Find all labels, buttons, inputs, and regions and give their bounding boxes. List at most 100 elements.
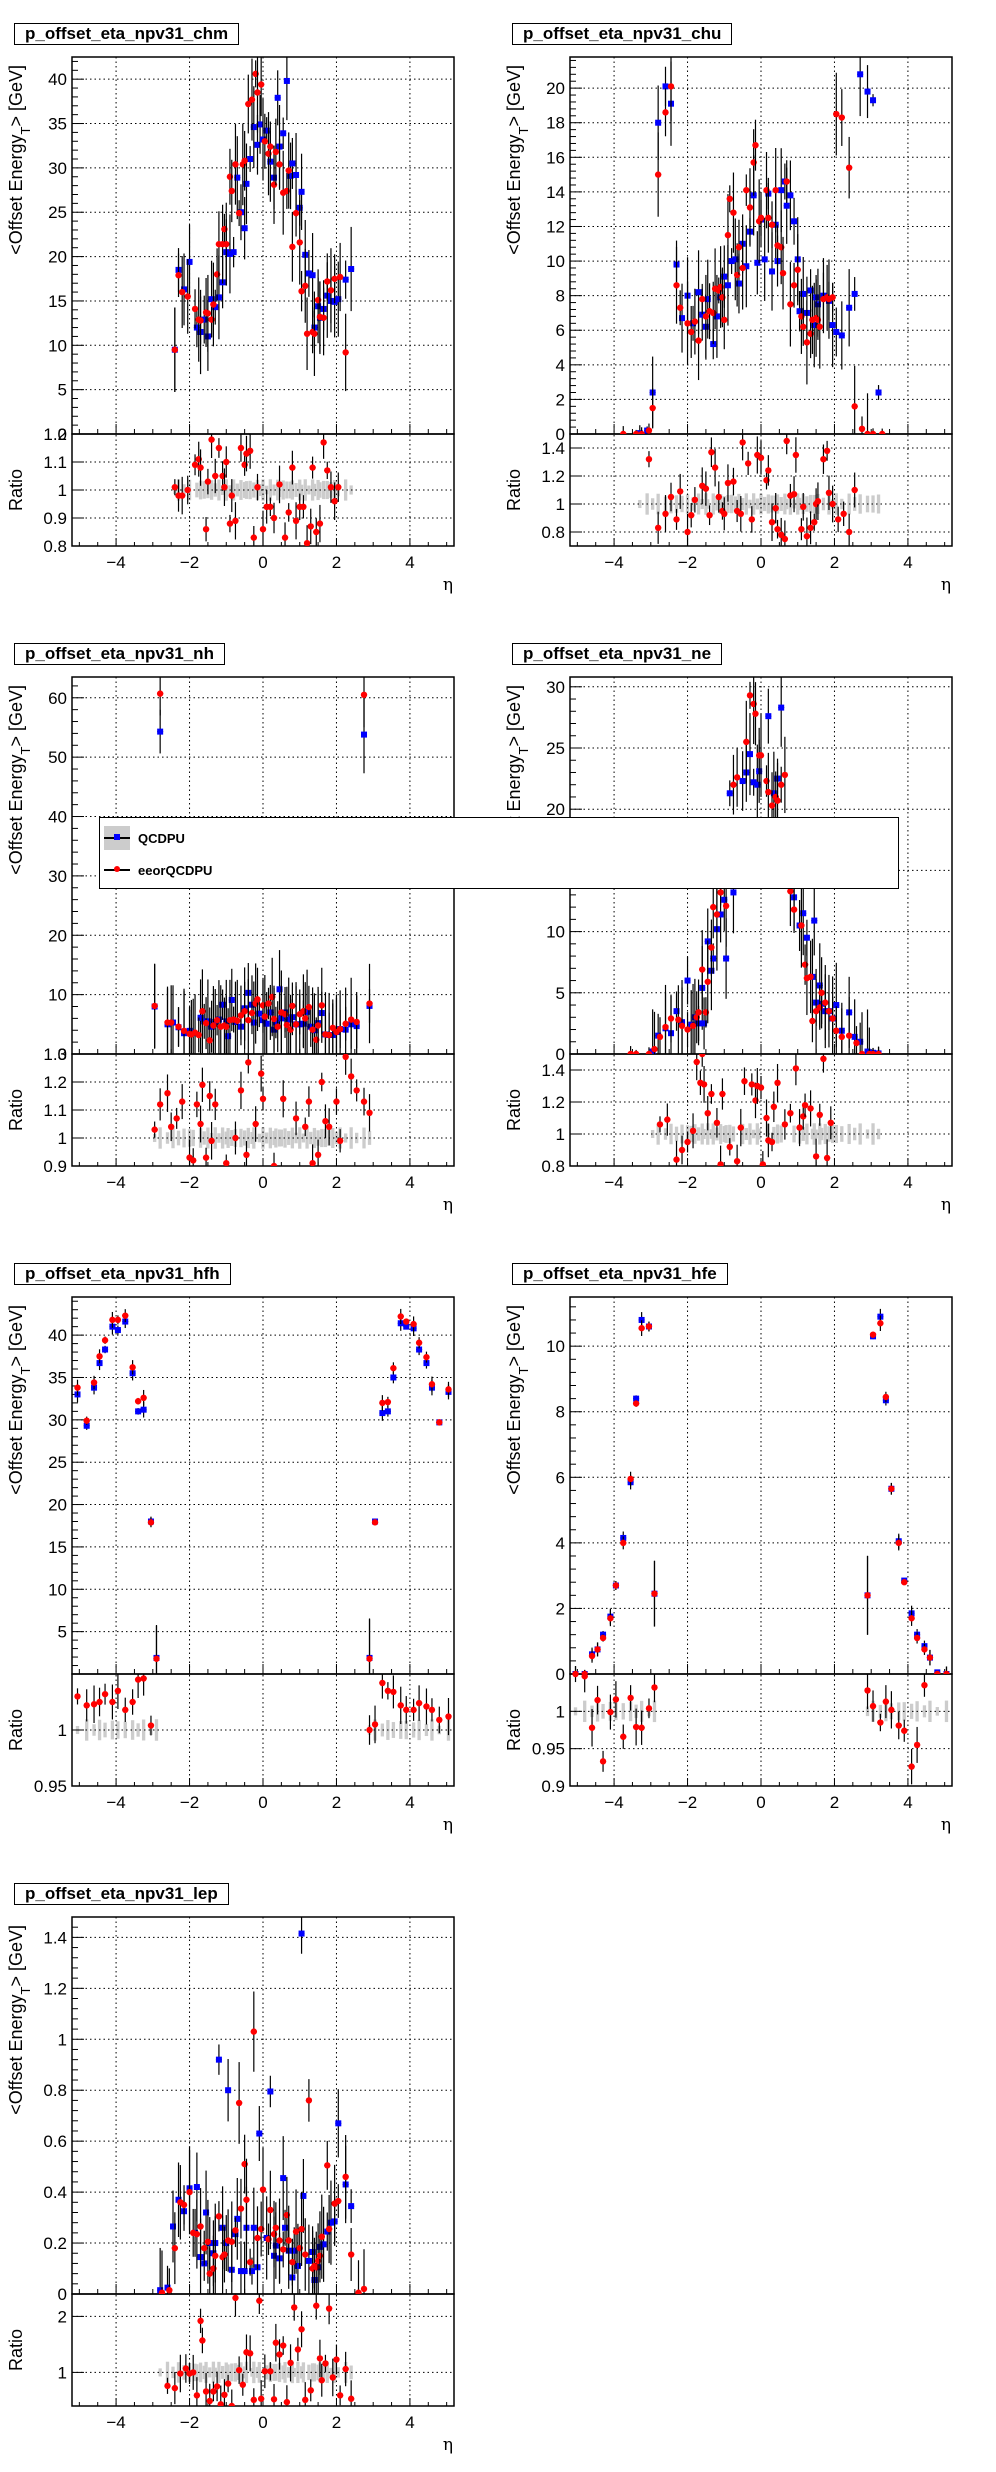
data-point-qcdpu bbox=[212, 304, 219, 311]
data-point-eeorqcdpu bbox=[768, 802, 776, 809]
band-segment bbox=[871, 495, 875, 513]
band-segment bbox=[876, 1128, 881, 1140]
plot-panel-2: −4 −2 0 2 4 η 0 10 20 30 40 50 60 0.9 1 1.1 1.2 1.3 <Offse… bbox=[6, 676, 455, 1215]
data-point-ratio bbox=[699, 1054, 706, 1058]
band-segment bbox=[696, 493, 701, 515]
band-segment bbox=[272, 2363, 276, 2381]
data-point-qcdpu bbox=[348, 266, 355, 273]
band-segment bbox=[876, 494, 881, 514]
data-point-eeorqcdpu bbox=[901, 1579, 908, 1586]
band-segment bbox=[801, 1127, 805, 1141]
x-tick-label: 4 bbox=[405, 1173, 414, 1192]
band-segment bbox=[312, 2363, 317, 2382]
data-point-eeorqcdpu bbox=[314, 1022, 322, 1029]
data-point-qcdpu bbox=[695, 289, 702, 296]
data-point-qcdpu bbox=[157, 728, 164, 735]
data-point-qcdpu bbox=[298, 1930, 305, 1937]
ratio-y-tick-label: 1 bbox=[58, 481, 67, 500]
band-segment bbox=[715, 497, 719, 511]
data-point-ratio bbox=[259, 526, 267, 533]
data-point-qcdpu bbox=[193, 324, 200, 331]
ratio-y-tick-label: 1.1 bbox=[43, 453, 67, 472]
data-point-qcdpu bbox=[857, 71, 864, 78]
data-point-ratio bbox=[708, 1090, 715, 1098]
data-point-ratio bbox=[901, 1727, 908, 1734]
data-point-ratio bbox=[204, 478, 212, 485]
band-segment bbox=[331, 1127, 335, 1149]
data-point-eeorqcdpu bbox=[853, 1039, 860, 1047]
band-segment bbox=[301, 2362, 306, 2383]
band-segment bbox=[239, 480, 243, 500]
data-point-ratio bbox=[877, 1719, 884, 1726]
data-point-eeorqcdpu bbox=[662, 1023, 669, 1031]
y-ticks: 0 0.2 0.4 0.6 0.8 1 1.2 1.4 1 2 bbox=[43, 1916, 84, 2382]
y-tick-label: 1.2 bbox=[43, 1979, 67, 1998]
data-point-ratio bbox=[221, 2391, 228, 2398]
data-point-ratio bbox=[90, 1701, 98, 1708]
data-point-qcdpu bbox=[294, 2262, 301, 2269]
ratio-y-tick-label: 0.9 bbox=[541, 1777, 565, 1796]
data-point-qcdpu bbox=[276, 986, 283, 993]
data-point-eeorqcdpu bbox=[787, 888, 794, 895]
data-point-eeorqcdpu bbox=[746, 692, 754, 699]
data-point-eeorqcdpu bbox=[245, 1016, 252, 1024]
data-point-eeorqcdpu bbox=[355, 2289, 362, 2294]
data-point-eeorqcdpu bbox=[752, 141, 759, 149]
data-point-qcdpu bbox=[726, 790, 733, 797]
data-point-eeorqcdpu bbox=[246, 2258, 254, 2266]
data-point-qcdpu bbox=[335, 2120, 342, 2127]
y-tick-label: 5 bbox=[58, 1623, 67, 1642]
band-segment bbox=[779, 497, 783, 511]
data-point-qcdpu bbox=[280, 130, 287, 137]
data-point-eeorqcdpu bbox=[347, 1016, 355, 1023]
data-point-qcdpu bbox=[250, 124, 257, 131]
ratio-y-tick-label: 1 bbox=[58, 1129, 67, 1148]
data-point-ratio bbox=[620, 1733, 627, 1740]
band-segment bbox=[202, 481, 206, 499]
data-point-ratio bbox=[353, 1087, 360, 1094]
data-point-ratio bbox=[246, 447, 254, 454]
data-point-ratio bbox=[730, 478, 737, 485]
y-tick-label: 1 bbox=[58, 2030, 67, 2049]
data-point-ratio bbox=[693, 1058, 700, 1066]
data-point-ratio bbox=[342, 1054, 349, 1060]
data-point-qcdpu bbox=[135, 1408, 142, 1415]
data-point-eeorqcdpu bbox=[774, 797, 781, 804]
data-point-ratio bbox=[607, 1708, 614, 1716]
data-point-qcdpu bbox=[390, 1374, 397, 1381]
data-point-ratio bbox=[324, 467, 331, 474]
series-eeorqcdpu bbox=[74, 1308, 452, 1674]
data-point-ratio bbox=[651, 1684, 658, 1691]
y-tick-label: 35 bbox=[48, 1368, 67, 1387]
ratio-y-tick-label: 1 bbox=[556, 495, 565, 514]
data-point-eeorqcdpu bbox=[684, 1026, 691, 1033]
data-point-ratio bbox=[164, 1090, 171, 1097]
data-point-eeorqcdpu bbox=[638, 1324, 645, 1332]
data-point-qcdpu bbox=[803, 934, 810, 941]
y-tick-label: 8 bbox=[556, 287, 565, 306]
data-point-ratio bbox=[410, 1706, 417, 1714]
band-segment bbox=[307, 485, 311, 495]
data-point-eeorqcdpu bbox=[272, 2224, 280, 2231]
x-tick-label: −4 bbox=[106, 1793, 125, 1812]
data-point-qcdpu bbox=[778, 187, 785, 194]
data-point-eeorqcdpu bbox=[445, 1386, 452, 1393]
data-point-ratio bbox=[678, 1146, 686, 1154]
data-point-ratio bbox=[285, 509, 292, 516]
data-point-qcdpu bbox=[307, 1023, 314, 1030]
data-point-ratio bbox=[645, 1705, 653, 1712]
band-segment bbox=[171, 2366, 175, 2379]
data-point-qcdpu bbox=[305, 270, 312, 277]
data-point-eeorqcdpu bbox=[384, 1398, 392, 1406]
band-segment bbox=[830, 1124, 835, 1144]
y-tick-label: 60 bbox=[48, 689, 67, 708]
data-point-eeorqcdpu bbox=[875, 1050, 882, 1054]
x-ticks: −4 −2 0 2 4 bbox=[78, 1664, 448, 1812]
y-ticks: 5 10 15 20 25 30 35 40 0.95 1 bbox=[34, 1300, 84, 1796]
data-point-qcdpu bbox=[298, 188, 305, 195]
data-point-ratio bbox=[232, 1134, 239, 1142]
band-segment bbox=[691, 497, 695, 511]
x-ticks: −4 −2 0 2 4 bbox=[576, 1044, 946, 1192]
data-point-ratio bbox=[325, 2305, 333, 2312]
x-axis-label: η bbox=[443, 2435, 453, 2455]
